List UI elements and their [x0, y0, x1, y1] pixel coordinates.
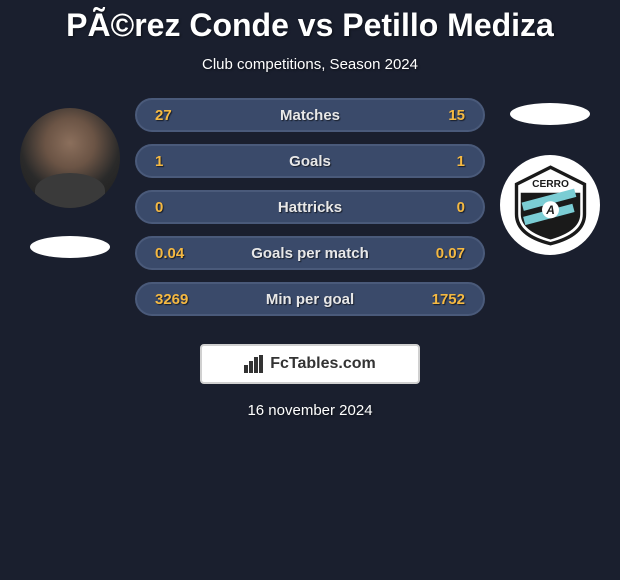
- svg-text:A: A: [545, 203, 555, 217]
- stat-left-value: 0: [155, 199, 200, 216]
- footer-date: 16 november 2024: [247, 402, 372, 419]
- stat-label: Goals: [289, 153, 331, 170]
- stats-column: 27 Matches 15 1 Goals 1 0 Hattricks 0 0.…: [130, 98, 490, 316]
- stat-label: Hattricks: [278, 199, 342, 216]
- player-left-team-badge: [30, 236, 110, 258]
- comparison-panel: 27 Matches 15 1 Goals 1 0 Hattricks 0 0.…: [0, 98, 620, 316]
- stat-label: Min per goal: [266, 291, 354, 308]
- footer-brand-badge[interactable]: FcTables.com: [200, 344, 420, 384]
- stat-row-goals-per-match: 0.04 Goals per match 0.07: [135, 236, 485, 270]
- stat-left-value: 3269: [155, 291, 200, 308]
- stat-row-goals: 1 Goals 1: [135, 144, 485, 178]
- chart-icon: [244, 355, 264, 373]
- stat-right-value: 0.07: [420, 245, 465, 262]
- stat-row-hattricks: 0 Hattricks 0: [135, 190, 485, 224]
- stat-right-value: 15: [420, 107, 465, 124]
- stat-right-value: 1752: [420, 291, 465, 308]
- stat-left-value: 27: [155, 107, 200, 124]
- stat-row-matches: 27 Matches 15: [135, 98, 485, 132]
- page-title: PÃ©rez Conde vs Petillo Mediza: [66, 7, 554, 44]
- page-subtitle: Club competitions, Season 2024: [202, 56, 418, 73]
- stat-row-min-per-goal: 3269 Min per goal 1752: [135, 282, 485, 316]
- player-right-team-badge: [510, 103, 590, 125]
- stat-label: Goals per match: [251, 245, 369, 262]
- stat-right-value: 0: [420, 199, 465, 216]
- player-right-column: CERRO A: [490, 98, 610, 255]
- stat-left-value: 1: [155, 153, 200, 170]
- player-left-column: [10, 98, 130, 258]
- stat-label: Matches: [280, 107, 340, 124]
- svg-text:CERRO: CERRO: [532, 178, 569, 189]
- stat-right-value: 1: [420, 153, 465, 170]
- player-right-avatar: CERRO A: [500, 155, 600, 255]
- footer-brand-text: FcTables.com: [270, 355, 376, 373]
- stat-left-value: 0.04: [155, 245, 200, 262]
- player-left-avatar: [20, 108, 120, 208]
- club-badge-cerro: CERRO A: [508, 163, 593, 248]
